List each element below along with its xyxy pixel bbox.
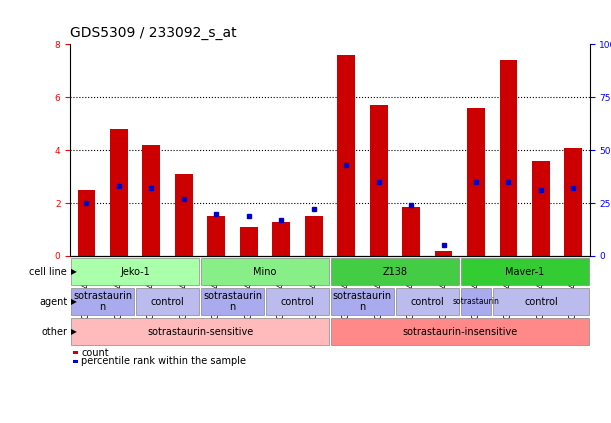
Text: sotrastaurin
n: sotrastaurin n	[333, 291, 392, 313]
Bar	[240, 227, 258, 256]
Bar	[402, 207, 420, 256]
Text: sotrastaurin-sensitive: sotrastaurin-sensitive	[147, 327, 253, 337]
Text: Maver-1: Maver-1	[505, 266, 544, 277]
Bar	[78, 190, 95, 256]
Text: other: other	[41, 327, 67, 337]
Text: GDS5309 / 233092_s_at: GDS5309 / 233092_s_at	[70, 26, 237, 40]
Bar	[273, 222, 290, 256]
Text: sotrastaurin
n: sotrastaurin n	[203, 291, 262, 313]
Text: sotrastaurin
n: sotrastaurin n	[73, 291, 133, 313]
Bar	[207, 216, 225, 256]
Text: control: control	[151, 297, 185, 307]
Text: Z138: Z138	[382, 266, 408, 277]
Bar	[337, 55, 355, 256]
Bar	[175, 174, 193, 256]
Bar	[565, 148, 582, 256]
Bar	[467, 108, 485, 256]
Text: ▶: ▶	[71, 297, 77, 306]
Text: ▶: ▶	[71, 267, 77, 276]
Bar	[110, 129, 128, 256]
Bar	[142, 145, 160, 256]
Text: Mino: Mino	[254, 266, 277, 277]
Text: percentile rank within the sample: percentile rank within the sample	[81, 356, 246, 366]
Text: cell line: cell line	[29, 266, 67, 277]
Bar	[305, 216, 323, 256]
Text: control: control	[280, 297, 314, 307]
Text: control: control	[524, 297, 558, 307]
Text: ▶: ▶	[71, 327, 77, 336]
Text: sotrastaurin: sotrastaurin	[453, 297, 499, 306]
Bar	[532, 161, 550, 256]
Text: control: control	[411, 297, 444, 307]
Text: sotrastaurin-insensitive: sotrastaurin-insensitive	[402, 327, 518, 337]
Text: agent: agent	[39, 297, 67, 307]
Text: Jeko-1: Jeko-1	[120, 266, 150, 277]
Text: count: count	[81, 348, 109, 358]
Bar	[370, 105, 387, 256]
Bar	[500, 60, 518, 256]
Bar	[434, 250, 453, 256]
